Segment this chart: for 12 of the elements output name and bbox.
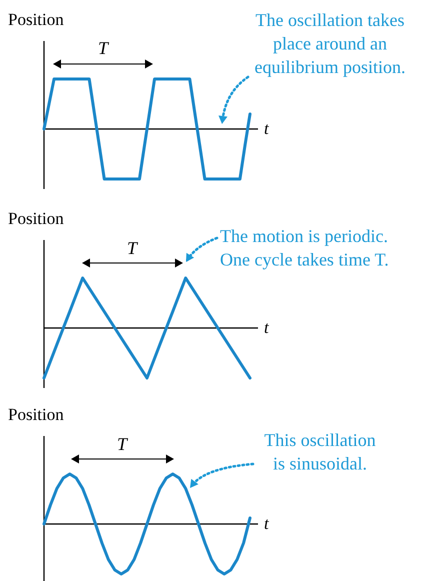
- x-axis-title: t: [264, 119, 270, 138]
- text: T: [126, 238, 139, 258]
- y-axis-title: Position: [8, 10, 64, 29]
- y-axis-title: Position: [8, 405, 64, 424]
- y-axis-title: Position: [8, 209, 64, 228]
- x-axis-title: t: [264, 318, 270, 337]
- text: The oscillation takes place around an equilibrium position.: [254, 10, 406, 77]
- text: T: [98, 38, 110, 58]
- text: T: [116, 434, 129, 454]
- text: This oscillation is sinusoidal.: [264, 430, 376, 474]
- text: The motion is periodic. One cycle takes time T.: [220, 226, 389, 270]
- x-axis-title: t: [264, 514, 270, 533]
